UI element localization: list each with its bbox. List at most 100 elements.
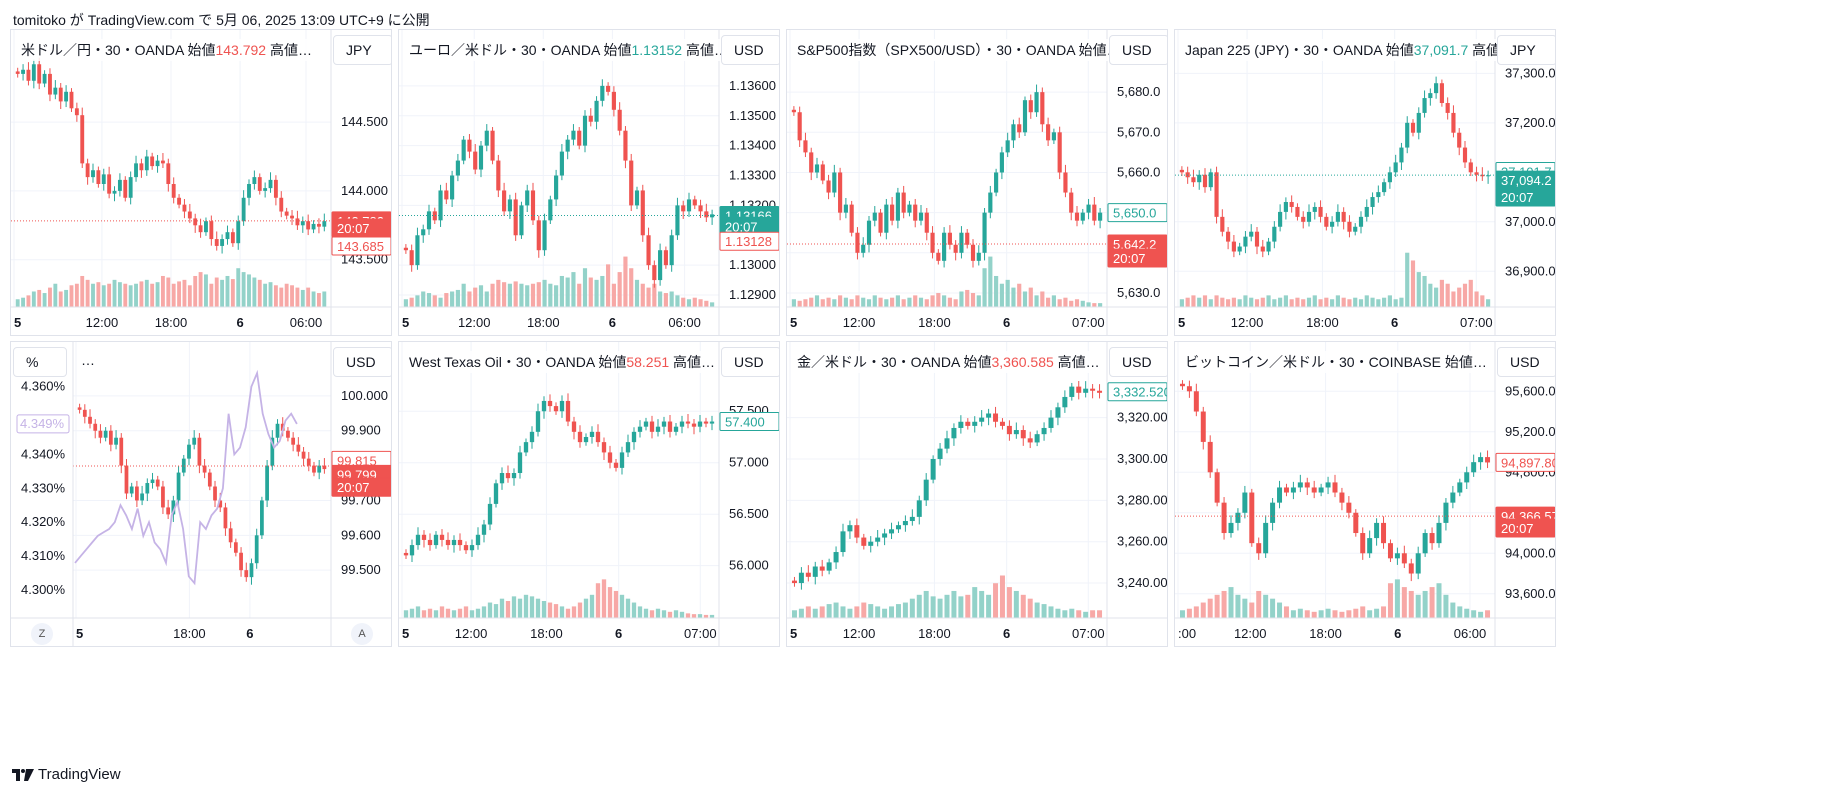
candle [1179,380,1185,390]
candle [1221,497,1227,540]
symbol-legend[interactable]: ビットコイン／米ドル・30・COINBASE 始値… [1183,351,1489,373]
candle [409,539,415,562]
symbol-legend[interactable]: S&P500指数（SPX500/USD）・30・OANDA 始値… [795,39,1123,61]
candle [286,427,290,442]
volume-bar [681,297,686,307]
candle [685,413,691,429]
chart-panel[interactable]: 95,600.0095,200.0094,800.0094,400.0094,0… [1174,341,1556,647]
chart-panel[interactable]: 5,680.05,670.05,660.05,650.05,640.05,630… [786,29,1168,336]
yield-tick-label: 4.300% [21,582,66,597]
volume-bar [913,295,918,307]
volume-bar [451,610,457,618]
volume-bar [1353,297,1358,307]
volume-bar [999,283,1004,307]
candle [107,166,112,199]
auto-scale-button[interactable]: A [351,623,373,645]
yield-tick-label: 4.320% [21,514,66,529]
candle [1408,558,1414,582]
chart-canvas[interactable]: 144.500144.000143.500143.78220:07143.685… [11,30,392,336]
chart-panel[interactable]: 37,300.037,200.037,000.036,900.037,101.7… [1174,29,1556,336]
candle [547,394,553,412]
candle [296,437,301,457]
candle [467,134,472,159]
candle [403,244,408,254]
symbol-legend[interactable]: 金／米ドル・30・OANDA 始値3,360.585 高値… [795,351,1102,373]
volume-bar [884,299,889,307]
currency-unit-button[interactable]: JPY [333,35,391,65]
candle [1374,518,1380,546]
candle [166,158,171,192]
chart-canvas[interactable]: 1.136001.135001.134001.133001.132001.130… [399,30,780,336]
candle [493,479,499,508]
svg-text:3,332.520: 3,332.520 [1113,385,1168,400]
currency-unit-button[interactable]: USD [721,347,779,377]
price-tick-label: 5,660.0 [1117,164,1160,179]
chart-panel[interactable]: 144.500144.000143.500143.78220:07143.685… [10,29,392,336]
volume-bar [692,297,697,307]
candle [923,473,929,506]
currency-unit-button[interactable]: USD [1497,347,1555,377]
currency-unit-button[interactable]: USD [1109,347,1167,377]
chart-panel[interactable]: 3,320.000 3,300.000 3,280.000 3,260.000 3,24… [786,341,1168,647]
candle [26,62,31,86]
chart-canvas[interactable]: 95,600.0095,200.0094,800.0094,400.0094,0… [1175,342,1556,647]
candle [198,218,203,238]
tradingview-logo[interactable]: TradingView [12,766,121,783]
symbol-legend[interactable]: ユーロ／米ドル・30・OANDA 始値1.13152 高値… [407,39,730,61]
currency-unit-button[interactable]: USD [721,35,779,65]
candle [1471,454,1477,477]
svg-text:57.400: 57.400 [725,415,765,430]
candle [1341,207,1346,230]
yield-current-box [16,414,70,434]
candle [247,179,251,206]
chart-panel[interactable]: 1.13600 1.13500 1.13400 1.13300 1.13200 1.130… [398,29,780,336]
symbol-legend[interactable]: 米ドル／円・30・OANDA 始値143.792 高値… [19,39,314,61]
volume-bar [1332,610,1338,618]
price-tick-label: 3,300.000 [1117,451,1168,466]
symbol-legend[interactable]: West Texas Oil・30・OANDA 始値58.251 高値… [407,351,718,373]
volume-bar [1221,590,1227,618]
volume-bar [1382,297,1387,307]
chart-panel[interactable]: 100.000 99.900 99.700 99.600 99.500 4.360% 4.3… [10,341,392,647]
candle [295,210,300,230]
percent-unit-button[interactable]: % [13,347,67,377]
candle [279,191,284,218]
symbol-legend[interactable]: Japan 225 (JPY)・30・OANDA 始値37,091.7 高値… [1183,39,1517,61]
volume-bar [1243,295,1248,307]
zoom-toggle-button[interactable]: Z [31,623,53,645]
candle [1214,468,1220,507]
volume-bar [613,590,619,618]
candle [155,475,160,491]
volume-bar [490,283,495,307]
candle [161,480,165,515]
chart-canvas[interactable]: 37,300.037,200.037,000.036,900.037,101.7… [1175,30,1556,336]
symbol-legend[interactable]: … [79,351,97,369]
currency-unit-button[interactable]: USD [333,347,391,377]
chart-canvas[interactable]: 5,680.05,670.05,660.05,650.05,640.05,630… [787,30,1168,336]
currency-unit-button[interactable]: JPY [1497,35,1555,65]
volume-bar [655,608,661,618]
currency-unit-button[interactable]: USD [1109,35,1167,65]
chart-canvas[interactable]: 100.00099.90099.70099.60099.5004.360%4.3… [11,342,392,647]
candle [438,184,443,227]
volume-bar [475,608,481,618]
candle [1415,546,1421,580]
candle [1013,422,1019,439]
candle [101,168,106,191]
volume-bar [820,299,825,307]
chart-canvas[interactable]: 3,320.000 3,300.000 3,280.000 3,260.000 3,24… [787,342,1168,647]
volume-bar [523,594,529,618]
candle [814,157,820,179]
candle [1242,485,1248,519]
candle [617,102,622,136]
price-tick-label: 99.900 [341,423,381,438]
volume-bar [1097,610,1103,618]
chart-panel[interactable]: 57.500 57.000 56.500 56.000 57.400 5 12:00 18:0… [398,341,780,647]
candle [171,495,176,522]
volume-bar [1304,610,1310,618]
volume-bar [1226,299,1231,307]
volume-bar [798,608,804,618]
candle [588,108,593,127]
time-tick-label: 5 [790,626,797,641]
